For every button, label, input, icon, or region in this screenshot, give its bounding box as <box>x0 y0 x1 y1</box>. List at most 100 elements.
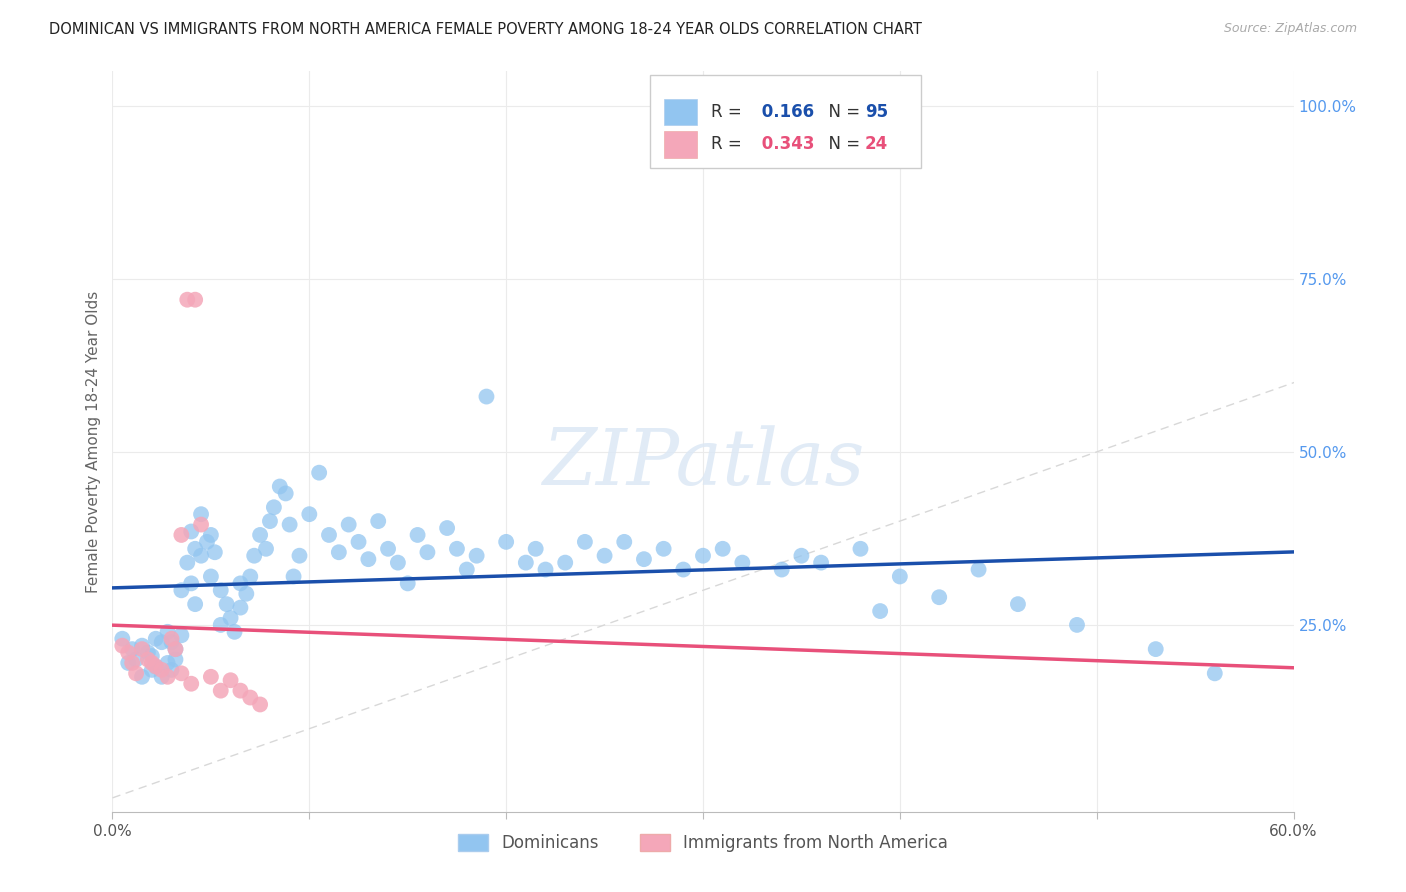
Point <box>967 563 990 577</box>
Point <box>495 534 517 549</box>
Point <box>475 390 498 404</box>
Point <box>554 556 576 570</box>
Point <box>239 569 262 583</box>
Point <box>436 521 458 535</box>
Point <box>406 528 429 542</box>
Point <box>574 534 596 549</box>
Point <box>156 670 179 684</box>
Point <box>200 670 222 684</box>
Point <box>170 666 193 681</box>
Point <box>396 576 419 591</box>
Point <box>150 663 173 677</box>
Point <box>377 541 399 556</box>
Point <box>165 652 187 666</box>
Point <box>328 545 350 559</box>
Text: 0.166: 0.166 <box>756 103 814 121</box>
Point <box>209 618 232 632</box>
Point <box>121 642 143 657</box>
Point <box>357 552 380 566</box>
Point <box>288 549 311 563</box>
Point <box>176 293 198 307</box>
Point <box>180 524 202 539</box>
Point <box>111 639 134 653</box>
Text: 0.343: 0.343 <box>756 136 814 153</box>
Point <box>869 604 891 618</box>
Point <box>190 517 212 532</box>
Point <box>136 652 159 666</box>
Point <box>243 549 266 563</box>
Point <box>810 556 832 570</box>
Point <box>298 507 321 521</box>
Point <box>204 545 226 559</box>
Point <box>337 517 360 532</box>
Point <box>219 611 242 625</box>
Point <box>200 528 222 542</box>
Point <box>111 632 134 646</box>
Point <box>465 549 488 563</box>
Point <box>150 670 173 684</box>
Point <box>176 556 198 570</box>
Point <box>156 656 179 670</box>
Point <box>1144 642 1167 657</box>
Point <box>263 500 285 515</box>
Text: Source: ZipAtlas.com: Source: ZipAtlas.com <box>1223 22 1357 36</box>
FancyBboxPatch shape <box>664 131 697 158</box>
Point <box>215 597 238 611</box>
Point <box>613 534 636 549</box>
Point <box>239 690 262 705</box>
Y-axis label: Female Poverty Among 18-24 Year Olds: Female Poverty Among 18-24 Year Olds <box>86 291 101 592</box>
Point <box>692 549 714 563</box>
Point <box>190 507 212 521</box>
Point <box>209 683 232 698</box>
Point <box>367 514 389 528</box>
Point <box>170 528 193 542</box>
Point <box>770 563 793 577</box>
Point <box>121 656 143 670</box>
Point <box>524 541 547 556</box>
Point <box>928 591 950 605</box>
Point <box>652 541 675 556</box>
Point <box>790 549 813 563</box>
Point <box>278 517 301 532</box>
Point <box>387 556 409 570</box>
Point <box>229 576 252 591</box>
Point <box>593 549 616 563</box>
Point <box>184 293 207 307</box>
Point <box>254 541 277 556</box>
Point <box>1204 666 1226 681</box>
Point <box>308 466 330 480</box>
Point <box>283 569 305 583</box>
Text: 95: 95 <box>865 103 889 121</box>
Point <box>219 673 242 688</box>
FancyBboxPatch shape <box>650 75 921 168</box>
Point <box>889 569 911 583</box>
Point <box>160 663 183 677</box>
Point <box>117 656 139 670</box>
Point <box>249 528 271 542</box>
Point <box>229 683 252 698</box>
Point <box>131 639 153 653</box>
Point <box>249 698 271 712</box>
Point <box>456 563 478 577</box>
Point <box>200 569 222 583</box>
Point <box>165 642 187 657</box>
Point <box>141 656 163 670</box>
Point <box>515 556 537 570</box>
Point <box>145 632 167 646</box>
Point <box>209 583 232 598</box>
Point <box>190 549 212 563</box>
Text: R =: R = <box>711 103 747 121</box>
Point <box>180 576 202 591</box>
Point <box>131 642 153 657</box>
Point <box>180 676 202 690</box>
Point <box>131 670 153 684</box>
Point <box>195 534 218 549</box>
Point <box>184 597 207 611</box>
Text: N =: N = <box>817 103 865 121</box>
Point <box>150 635 173 649</box>
Point <box>259 514 281 528</box>
Point <box>136 646 159 660</box>
Point <box>633 552 655 566</box>
Point <box>446 541 468 556</box>
Point <box>145 659 167 673</box>
